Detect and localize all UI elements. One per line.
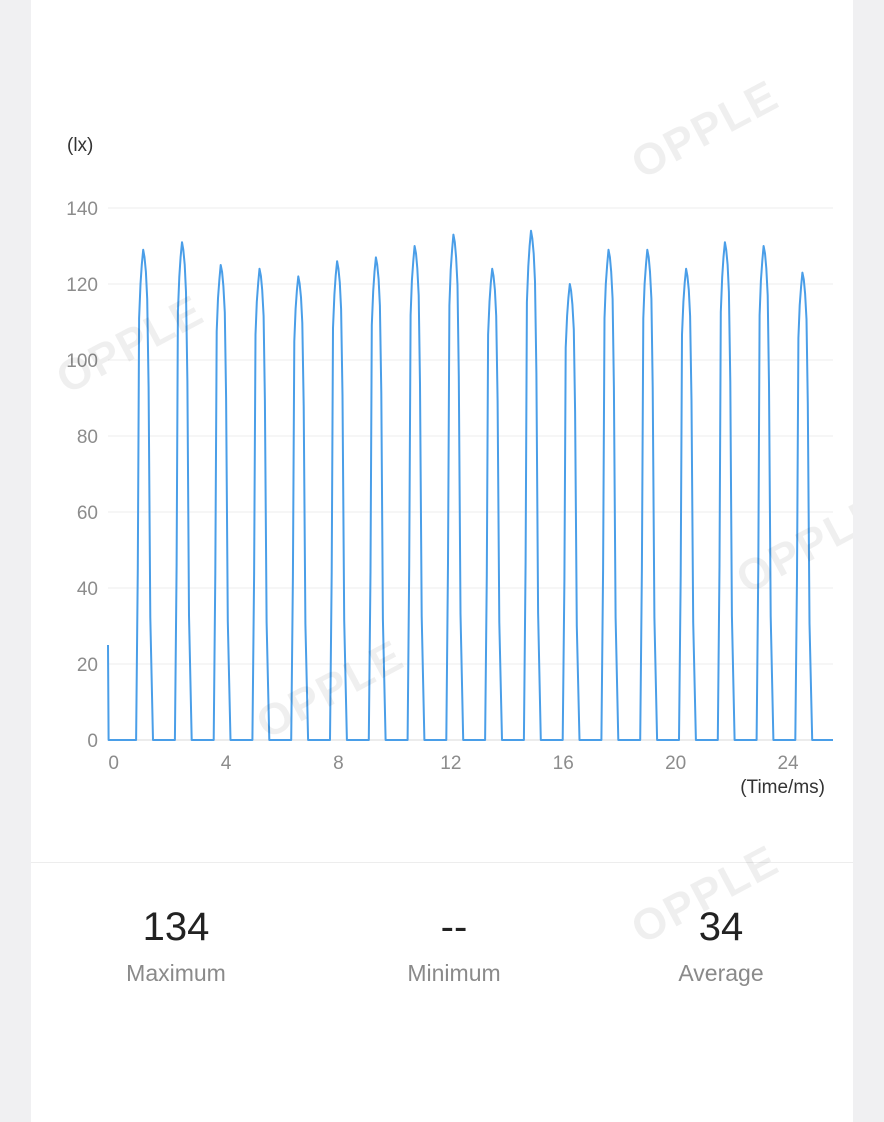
y-tick-label: 60	[77, 503, 98, 524]
x-tick-label: 8	[333, 753, 344, 774]
y-axis: 0 20 40 60 80 100 120 140	[66, 199, 98, 752]
stat-minimum: -- Minimum	[354, 900, 554, 987]
y-tick-label: 120	[66, 275, 98, 296]
stat-average: 34 Average	[621, 900, 821, 987]
stat-maximum-value: 134	[142, 905, 210, 949]
x-tick-label: 24	[777, 753, 799, 774]
y-tick-label: 140	[66, 199, 98, 220]
x-tick-label: 20	[665, 753, 686, 774]
divider	[31, 862, 853, 863]
x-tick-label: 0	[108, 753, 119, 774]
stat-minimum-value: --	[440, 905, 468, 949]
y-tick-label: 40	[77, 579, 98, 600]
series-line-illuminance	[107, 229, 833, 741]
x-tick-label: 4	[221, 753, 232, 774]
y-tick-label: 0	[87, 731, 98, 752]
y-unit-label: (lx)	[67, 135, 94, 156]
stat-minimum-label: Minimum	[407, 960, 501, 986]
chart-card: (lx) 0 20 40 60 80 100 120 140 0 4 8 12 16 20 24 (Tim…	[31, 0, 853, 1122]
y-tick-label: 20	[77, 655, 98, 676]
x-axis-label: (Time/ms)	[740, 777, 825, 798]
y-tick-label: 80	[77, 427, 98, 448]
y-tick-label: 100	[66, 351, 98, 372]
stat-maximum-label: Maximum	[126, 960, 226, 986]
stat-maximum: 134 Maximum	[76, 900, 276, 987]
stat-average-value: 34	[698, 905, 744, 949]
x-axis: 0 4 8 12 16 20 24	[108, 753, 799, 774]
x-tick-label: 12	[440, 753, 461, 774]
stat-average-label: Average	[678, 960, 764, 986]
x-tick-label: 16	[553, 753, 574, 774]
flicker-chart: 0 20 40 60 80 100 120 140 0 4 8 12 16 20 24 (Time/ms)	[66, 199, 833, 798]
